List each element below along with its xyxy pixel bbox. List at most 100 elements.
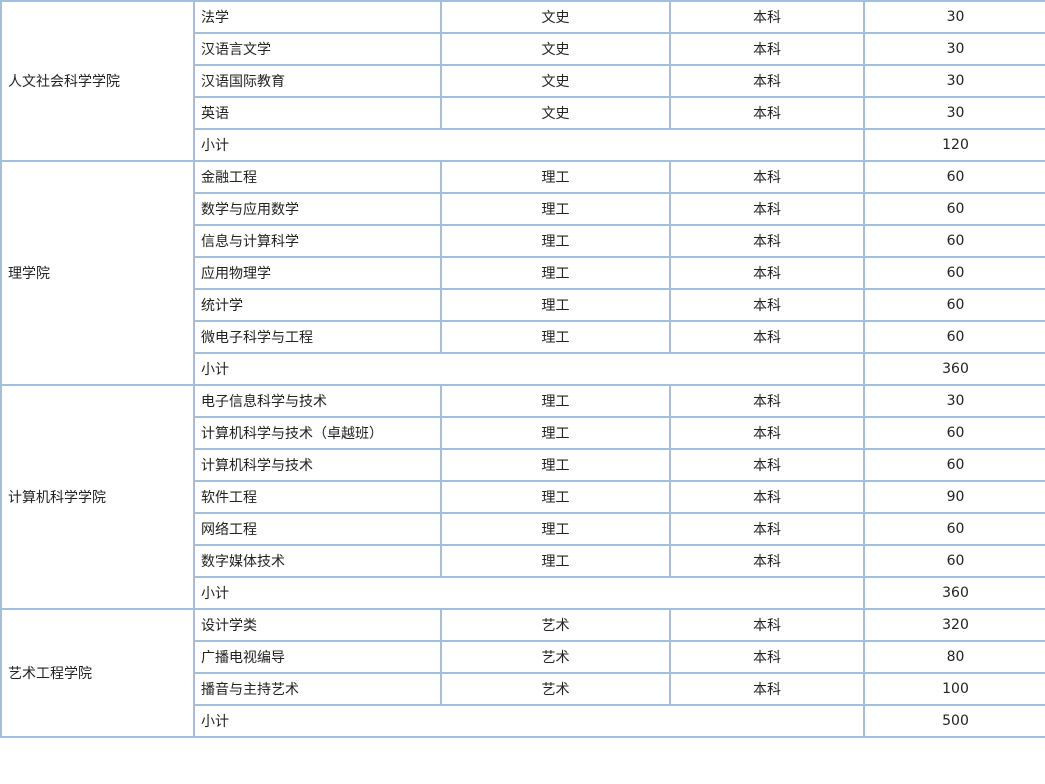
- category-cell: 文史: [440, 64, 671, 98]
- subtotal-value-cell: 360: [863, 352, 1045, 386]
- category-cell: 理工: [440, 192, 671, 226]
- category-cell: 理工: [440, 256, 671, 290]
- level-cell: 本科: [669, 544, 865, 578]
- quota-cell: 60: [863, 160, 1045, 194]
- category-cell: 艺术: [440, 608, 671, 642]
- category-cell: 文史: [440, 96, 671, 130]
- quota-cell: 60: [863, 224, 1045, 258]
- major-cell: 网络工程: [193, 512, 442, 546]
- quota-cell: 100: [863, 672, 1045, 706]
- subtotal-value-cell: 360: [863, 576, 1045, 610]
- table-row: 信息与计算科学 理工 本科 60: [1, 224, 1045, 258]
- level-cell: 本科: [669, 416, 865, 450]
- quota-cell: 60: [863, 320, 1045, 354]
- major-cell: 计算机科学与技术（卓越班）: [193, 416, 442, 450]
- category-cell: 理工: [440, 544, 671, 578]
- college-name-cell: 艺术工程学院: [0, 608, 195, 738]
- level-cell: 本科: [669, 224, 865, 258]
- college-name-cell: 计算机科学学院: [0, 384, 195, 610]
- level-cell: 本科: [669, 192, 865, 226]
- quota-cell: 60: [863, 288, 1045, 322]
- level-cell: 本科: [669, 320, 865, 354]
- table-row: 艺术工程学院 设计学类 艺术 本科 320: [0, 608, 1045, 738]
- major-cell: 应用物理学: [193, 256, 442, 290]
- quota-cell: 60: [863, 416, 1045, 450]
- level-cell: 本科: [669, 672, 865, 706]
- category-cell: 理工: [440, 448, 671, 482]
- category-cell: 理工: [440, 384, 671, 418]
- enrollment-table: 人文社会科学学院 法学 文史 本科 30 汉语言文学 文史 本科 30 汉语国际教育 文史 本科 30 英…: [0, 0, 1045, 738]
- level-cell: 本科: [669, 640, 865, 674]
- level-cell: 本科: [669, 608, 865, 642]
- major-cell: 法学: [193, 0, 442, 34]
- major-cell: 信息与计算科学: [193, 224, 442, 258]
- level-cell: 本科: [669, 32, 865, 66]
- subtotal-row: 小计 360: [1, 352, 1045, 386]
- table-row: 微电子科学与工程 理工 本科 60: [1, 320, 1045, 354]
- table-row: 计算机科学学院 电子信息科学与技术 理工 本科 30: [0, 384, 1045, 610]
- major-cell: 英语: [193, 96, 442, 130]
- table-row: 网络工程 理工 本科 60: [1, 512, 1045, 546]
- level-cell: 本科: [669, 160, 865, 194]
- level-cell: 本科: [669, 256, 865, 290]
- subtotal-value-cell: 120: [863, 128, 1045, 162]
- major-cell: 播音与主持艺术: [193, 672, 442, 706]
- quota-cell: 320: [863, 608, 1045, 642]
- major-cell: 计算机科学与技术: [193, 448, 442, 482]
- level-cell: 本科: [669, 288, 865, 322]
- major-cell: 统计学: [193, 288, 442, 322]
- quota-cell: 80: [863, 640, 1045, 674]
- level-cell: 本科: [669, 512, 865, 546]
- subtotal-label-cell: 小计: [193, 576, 865, 610]
- table-row: 应用物理学 理工 本科 60: [1, 256, 1045, 290]
- college-name-cell: 人文社会科学学院: [0, 0, 195, 162]
- major-cell: 电子信息科学与技术: [193, 384, 442, 418]
- table-row: 播音与主持艺术 艺术 本科 100: [1, 672, 1045, 706]
- category-cell: 理工: [440, 512, 671, 546]
- college-name-cell: 理学院: [0, 160, 195, 386]
- quota-cell: 90: [863, 480, 1045, 514]
- table-row: 计算机科学与技术（卓越班） 理工 本科 60: [1, 416, 1045, 450]
- category-cell: 理工: [440, 320, 671, 354]
- table-row: 数字媒体技术 理工 本科 60: [1, 544, 1045, 578]
- quota-cell: 60: [863, 448, 1045, 482]
- table-row: 人文社会科学学院 法学 文史 本科 30: [0, 0, 1045, 162]
- table-row: 软件工程 理工 本科 90: [1, 480, 1045, 514]
- subtotal-label-cell: 小计: [193, 704, 865, 738]
- category-cell: 文史: [440, 32, 671, 66]
- quota-cell: 60: [863, 544, 1045, 578]
- category-cell: 理工: [440, 416, 671, 450]
- level-cell: 本科: [669, 480, 865, 514]
- category-cell: 理工: [440, 288, 671, 322]
- table-row: 统计学 理工 本科 60: [1, 288, 1045, 322]
- level-cell: 本科: [669, 96, 865, 130]
- subtotal-value-cell: 500: [863, 704, 1045, 738]
- table-row: 计算机科学与技术 理工 本科 60: [1, 448, 1045, 482]
- table-row: 英语 文史 本科 30: [1, 96, 1045, 130]
- major-cell: 软件工程: [193, 480, 442, 514]
- quota-cell: 60: [863, 192, 1045, 226]
- category-cell: 文史: [440, 0, 671, 34]
- subtotal-row: 小计 120: [1, 128, 1045, 162]
- major-cell: 金融工程: [193, 160, 442, 194]
- major-cell: 数学与应用数学: [193, 192, 442, 226]
- quota-cell: 30: [863, 0, 1045, 34]
- level-cell: 本科: [669, 448, 865, 482]
- subtotal-row: 小计 360: [1, 576, 1045, 610]
- subtotal-row: 小计 500: [1, 704, 1045, 738]
- major-cell: 汉语国际教育: [193, 64, 442, 98]
- level-cell: 本科: [669, 64, 865, 98]
- subtotal-label-cell: 小计: [193, 128, 865, 162]
- category-cell: 理工: [440, 480, 671, 514]
- major-cell: 汉语言文学: [193, 32, 442, 66]
- quota-cell: 30: [863, 64, 1045, 98]
- table-row: 汉语言文学 文史 本科 30: [1, 32, 1045, 66]
- major-cell: 设计学类: [193, 608, 442, 642]
- category-cell: 艺术: [440, 672, 671, 706]
- quota-cell: 30: [863, 32, 1045, 66]
- table-row: 理学院 金融工程 理工 本科 60: [0, 160, 1045, 386]
- level-cell: 本科: [669, 384, 865, 418]
- category-cell: 理工: [440, 160, 671, 194]
- major-cell: 广播电视编导: [193, 640, 442, 674]
- table-row: 数学与应用数学 理工 本科 60: [1, 192, 1045, 226]
